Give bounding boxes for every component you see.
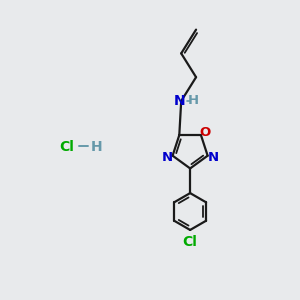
Text: Cl: Cl [59,140,74,154]
Text: O: O [200,126,211,139]
Text: H: H [91,140,102,154]
Text: N: N [162,151,173,164]
Text: N: N [207,151,219,164]
Text: Cl: Cl [183,235,198,249]
Text: H: H [188,94,199,106]
Text: N: N [174,94,185,108]
